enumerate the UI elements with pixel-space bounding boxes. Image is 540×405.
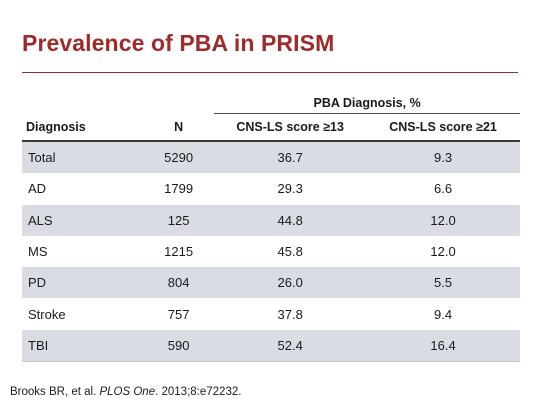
citation-authors: Brooks BR, et al. (10, 386, 100, 398)
diagnosis-cell: Stroke (28, 306, 66, 322)
score13-cell: 45.8 (277, 244, 303, 260)
n-cell: 590 (142, 329, 215, 363)
table-row: ALS 125 44.8 12.0 (22, 204, 520, 236)
table-header-row: Diagnosis N CNS-LS score ≥13 CNS-LS scor… (22, 113, 520, 142)
table-row: Stroke 757 37.8 9.4 (22, 298, 520, 329)
n-cell: 1799 (164, 181, 194, 197)
group-header-spacer (143, 86, 214, 114)
title-divider (22, 72, 518, 73)
column-header-n: N (142, 113, 215, 142)
score21-cell: 5.5 (366, 267, 520, 299)
score21-cell: 16.4 (366, 329, 520, 363)
table-group-header-row: PBA Diagnosis, % (22, 86, 520, 114)
score21-cell: 12.0 (430, 244, 456, 260)
group-header-spacer (22, 86, 143, 114)
table-row: PD 804 26.0 5.5 (22, 267, 520, 299)
diagnosis-cell: AD (28, 181, 47, 197)
diagnosis-cell: TBI (22, 329, 143, 363)
score13-cell: 37.8 (277, 306, 303, 322)
score21-cell: 6.6 (434, 181, 453, 197)
score13-cell: 29.3 (277, 181, 303, 197)
diagnosis-cell: ALS (22, 204, 143, 236)
n-cell: 804 (142, 267, 215, 299)
column-header-score-13: CNS-LS score ≥13 (214, 113, 367, 142)
score13-cell: 52.4 (214, 329, 367, 363)
table-row: Total 5290 36.7 9.3 (22, 141, 520, 174)
citation: Brooks BR, et al. PLOS One. 2013;8:e7223… (10, 386, 241, 398)
score13-cell: 36.7 (214, 141, 367, 174)
slide-title: Prevalence of PBA in PRISM (22, 30, 335, 56)
column-header-diagnosis: Diagnosis (22, 113, 143, 142)
column-header-score-21: CNS-LS score ≥21 (366, 113, 520, 142)
score13-cell: 26.0 (214, 267, 367, 299)
score21-cell: 9.4 (434, 306, 453, 322)
citation-journal: PLOS One (99, 386, 156, 398)
diagnosis-cell: Total (22, 141, 143, 174)
table-row: TBI 590 52.4 16.4 (22, 329, 520, 363)
score13-cell: 44.8 (214, 204, 367, 236)
n-cell: 757 (167, 306, 190, 322)
diagnosis-cell: PD (22, 267, 143, 299)
n-cell: 125 (142, 204, 215, 236)
prevalence-table: PBA Diagnosis, % Diagnosis N CNS-LS scor… (22, 86, 520, 363)
score21-cell: 9.3 (366, 141, 520, 174)
diagnosis-cell: MS (28, 244, 48, 260)
group-header-pba-diagnosis: PBA Diagnosis, % (214, 86, 520, 114)
citation-details: . 2013;8:e72232. (155, 386, 242, 398)
n-cell: 5290 (142, 141, 215, 174)
table-row: MS 1215 45.8 12.0 (22, 236, 520, 267)
table-row: AD 1799 29.3 6.6 (22, 173, 520, 204)
n-cell: 1215 (164, 244, 194, 260)
score21-cell: 12.0 (366, 204, 520, 236)
